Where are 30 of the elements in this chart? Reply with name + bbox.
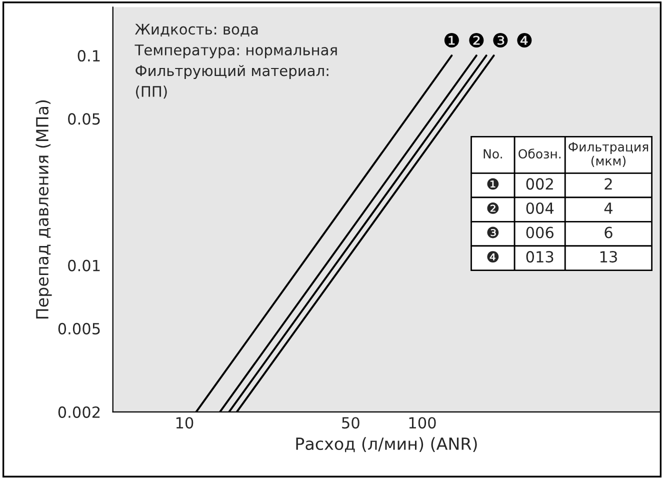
y-tick-label: 0.005 bbox=[58, 322, 100, 334]
x-tick-label: 50 bbox=[342, 417, 360, 429]
text: ❹ bbox=[517, 32, 532, 48]
annotation: 13 bbox=[600, 251, 617, 263]
text: ❷ bbox=[469, 32, 484, 48]
text: ❶ bbox=[444, 32, 459, 48]
annotation: 006 bbox=[526, 226, 554, 238]
y-tick-label: 0.1 bbox=[78, 50, 100, 62]
annotation: Фильтрация (мкм) bbox=[568, 142, 648, 168]
annotation: 013 bbox=[526, 251, 554, 263]
legend-label: ❷ bbox=[487, 202, 499, 214]
annotation: 2 bbox=[604, 178, 612, 190]
x-axis-title: Расход (л/мин) (ANR) bbox=[296, 437, 477, 452]
x-tick-label: 100 bbox=[409, 417, 436, 429]
annotation: 004 bbox=[526, 202, 554, 214]
y-tick-label: 0.002 bbox=[58, 406, 100, 418]
annotation: 6 bbox=[604, 226, 612, 238]
text: ❸ bbox=[493, 32, 508, 48]
annotation: 002 bbox=[526, 178, 553, 190]
y-tick-label: 0.05 bbox=[68, 113, 100, 125]
annotation: Обозн. bbox=[518, 148, 561, 159]
legend-label: ❶ bbox=[487, 178, 499, 190]
legend-label: ❸ bbox=[487, 226, 499, 238]
y-tick-label: 0.01 bbox=[68, 260, 100, 272]
x-tick-label: 10 bbox=[176, 417, 194, 429]
annotation: No. bbox=[484, 149, 502, 159]
legend-label: ❹ bbox=[487, 251, 499, 262]
y-axis-title: Перепад давления (МПа) bbox=[36, 100, 52, 319]
annotation: Жидкость: вода Температура: нормальная Фильтрующий материал: (ПП) bbox=[134, 24, 337, 99]
annotation: 4 bbox=[604, 202, 612, 214]
